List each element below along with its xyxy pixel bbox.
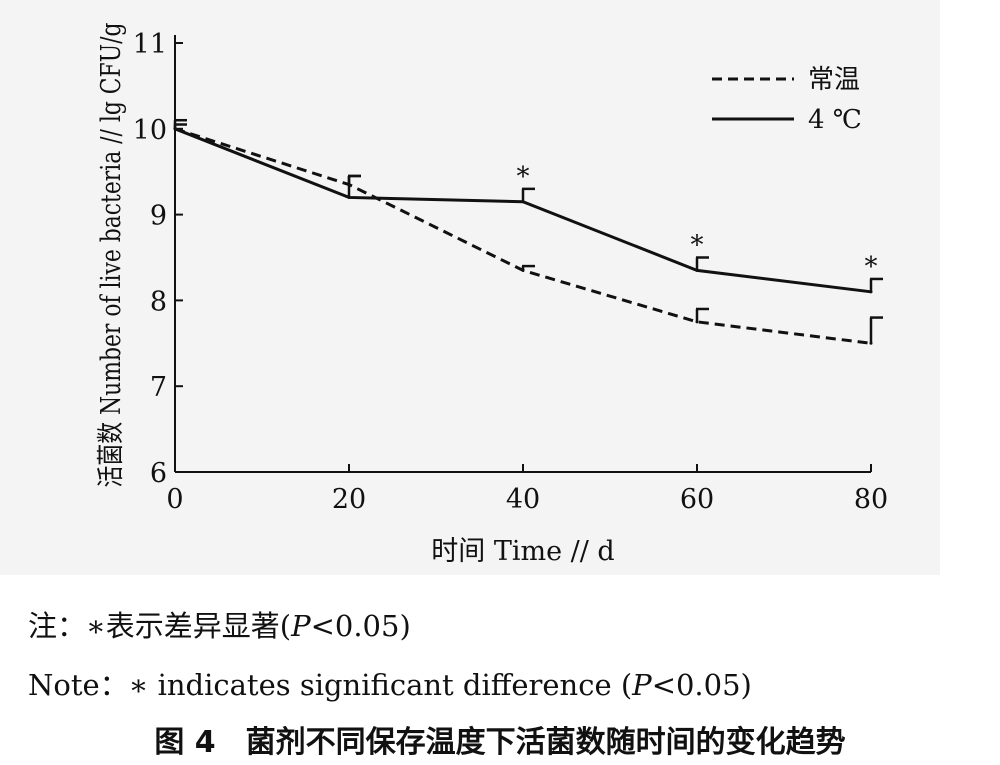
- note-english: Note：∗ indicates significant difference …: [28, 662, 752, 704]
- y-tick-label: 7: [150, 372, 167, 403]
- y-axis-label: 活菌数 Number of live bacteria // lg CFU/g: [96, 23, 127, 488]
- x-tick-label: 40: [506, 484, 540, 515]
- note-cn-prefix: 注：: [28, 609, 87, 643]
- x-axis-label: 时间 Time // d: [431, 536, 614, 567]
- x-tick-label: 80: [854, 484, 888, 515]
- note-en-p-value: <0.05): [651, 668, 752, 702]
- note-cn-star: ∗: [86, 609, 106, 643]
- y-tick-label: 9: [150, 201, 167, 232]
- figure-caption: 图 4 菌剂不同保存温度下活菌数随时间的变化趋势: [154, 725, 846, 760]
- significance-marker: *: [517, 162, 530, 192]
- y-tick-label: 8: [150, 286, 167, 317]
- x-tick-label: 60: [680, 484, 714, 515]
- note-en-prefix: Note：: [28, 668, 129, 702]
- note-en-p-symbol: P: [632, 668, 652, 702]
- legend-label-0: 常温: [808, 65, 860, 95]
- y-tick-label: 10: [133, 115, 167, 146]
- y-tick-label: 11: [133, 29, 167, 60]
- significance-marker: *: [691, 231, 704, 261]
- note-cn-body: 表示差异显著(: [105, 609, 292, 643]
- y-tick-label: 6: [150, 458, 167, 489]
- x-tick-label: 20: [332, 484, 366, 515]
- note-cn-p-value: <0.05): [310, 609, 411, 643]
- legend-label-1: 4 ℃: [808, 105, 862, 135]
- x-tick-label: 0: [166, 484, 183, 515]
- chart-panel: 6 7 8 9 10 11 0 20 40 60 80 时间 Time // d 活菌数 Number …: [0, 0, 940, 575]
- note-en-star: ∗: [128, 668, 149, 702]
- note-en-body: indicates significant difference (: [157, 668, 633, 702]
- note-chinese: 注：∗表示差异显著(P<0.05): [28, 603, 411, 645]
- note-cn-p-symbol: P: [291, 609, 311, 643]
- line-chart: 6 7 8 9 10 11 0 20 40 60 80 时间 Time // d 活菌数 Number …: [96, 23, 888, 568]
- significance-marker: *: [865, 252, 878, 282]
